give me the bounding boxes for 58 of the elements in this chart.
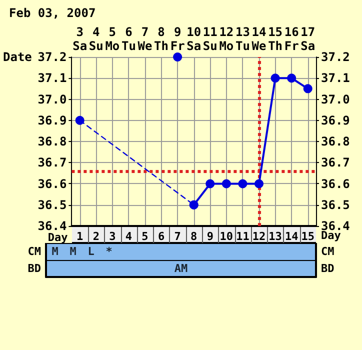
text: Day [48,231,68,244]
x-tick-label: 13 [268,230,282,243]
x2-tick-label: 17 Sa [300,25,316,53]
text: L [88,245,94,258]
x-axis-title: Day [321,229,341,242]
x2-tick-label: 15 Th [268,25,283,53]
text: M [70,245,76,258]
x-tick-label: 8 [190,230,198,243]
y2-tick-label: 37.1 [321,71,350,86]
y2-tick-label: 36.7 [321,156,350,170]
y-tick-label: 36.4 [38,219,67,233]
y2-tick-label: 36.8 [321,134,350,148]
x2-tick-label: 5 Mo [105,25,120,53]
x-tick-label: 1 [76,230,84,243]
x2-tick-label: 6 Tu [121,25,136,53]
y-tick-label: 37.2 [38,50,67,64]
y2-tick-label: 36.9 [321,113,350,128]
y-tick-label: 37.0 [38,92,67,106]
x-tick-label: 10 [220,230,234,243]
y-tick-label: 36.7 [38,156,67,170]
x2-tick-label: 10 Sa [186,25,202,53]
x2-tick-label: 7 We [138,25,152,53]
y-tick-label: 36.5 [38,198,67,212]
chart-title: Feb 03, 2007 [9,6,96,20]
x2-tick-label: 14 We [252,25,266,53]
x-tick-label: 2 [92,230,100,243]
x-tick-label: 9 [206,230,214,243]
x-tick-label: 11 [236,230,250,243]
y2-tick-label: 37.0 [321,92,350,106]
x2-tick-label: 12 Mo [219,25,234,53]
x-tick-label: 12 [252,230,266,243]
x-tick-label: 7 [174,230,181,243]
y2-tick-label: BD [321,262,335,275]
y-tick-label: 36.6 [38,176,67,191]
x-tick-label: 15 [301,230,314,243]
x-tick-label: 3 [109,230,116,243]
x2-tick-label: 8 Th [154,25,168,53]
x2-tick-label: 13 Tu [235,25,250,53]
text: AM [174,262,188,275]
x2-tick-label: 16 Fr [284,25,299,53]
y2-tick-label: CM [321,245,335,258]
x2-tick-label: 9 Fr [170,25,185,53]
y2-tick-label: 37.2 [321,50,350,64]
y2-tick-label: 36.6 [321,176,350,191]
x-tick-label: 6 [158,230,165,243]
x2-tick-label: 11 Su [202,25,218,53]
y-tick-label: 36.9 [38,113,67,128]
y-tick-label: 37.1 [38,71,67,86]
text: M [52,245,58,258]
x2-tick-label: 4 Su [88,25,104,53]
x-tick-label: 14 [284,230,299,243]
x-tick-label: 5 [142,230,148,243]
y2-tick-label: 36.5 [321,198,350,212]
x-tick-label: 4 [125,230,132,243]
x2-axis-title: Date [2,50,32,64]
text: * [106,245,112,258]
x2-tick-label: 3 Sa [72,25,88,53]
y-tick-label: 36.8 [38,134,67,148]
